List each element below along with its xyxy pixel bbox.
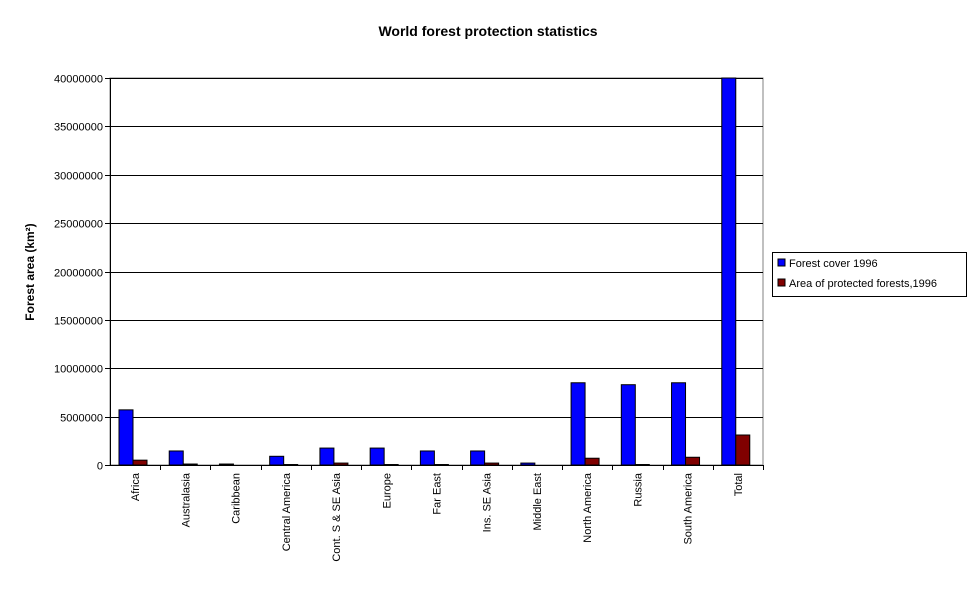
bar-protected-area <box>132 459 148 466</box>
bar-forest-cover <box>168 450 184 466</box>
legend-label: Area of protected forests,1996 <box>789 278 937 290</box>
x-tick-label: Total <box>733 473 745 496</box>
y-tick-label: 10000000 <box>54 364 103 376</box>
y-axis-label: Forest area (km²) <box>23 223 37 320</box>
x-tick-label: Middle East <box>532 473 544 530</box>
x-tick-label: Ins. SE Asia <box>482 472 494 532</box>
legend-box <box>772 252 967 297</box>
x-tick-label: Far East <box>432 473 444 515</box>
bar-forest-cover <box>671 382 687 466</box>
x-tick-label: Russia <box>632 472 644 507</box>
bar-forest-cover <box>369 447 385 466</box>
bar-protected-area <box>584 457 600 466</box>
bar-protected-area <box>182 463 198 466</box>
x-tick-label: Africa <box>130 472 142 501</box>
bar-forest-cover <box>218 463 234 466</box>
legend-label: Forest cover 1996 <box>789 258 878 270</box>
bar-forest-cover <box>269 455 285 466</box>
y-tick-label: 5000000 <box>60 413 103 425</box>
bar-forest-cover <box>520 462 536 466</box>
y-tick-label: 25000000 <box>54 219 103 231</box>
legend-swatch <box>777 278 786 287</box>
y-tick-label: 0 <box>97 461 103 473</box>
legend-swatch <box>777 258 786 267</box>
x-tick-label: Cont. S & SE Asia <box>331 472 343 562</box>
y-tick-label: 40000000 <box>54 74 103 86</box>
x-tick-label: South America <box>683 472 695 544</box>
chart-title: World forest protection statistics <box>378 23 597 39</box>
x-tick-label: Europe <box>381 473 393 508</box>
bar-forest-cover <box>319 447 335 466</box>
bar-protected-area <box>484 462 500 466</box>
bar-protected-area <box>735 434 751 466</box>
x-tick-label: Caribbean <box>231 473 243 524</box>
bar-protected-area <box>333 462 349 466</box>
bar-forest-cover <box>620 384 636 466</box>
plot-area <box>109 77 764 466</box>
bar-forest-cover <box>470 450 486 466</box>
y-tick-label: 20000000 <box>54 268 103 280</box>
legend: Forest cover 1996 Area of protected fores… <box>772 252 967 297</box>
bar-forest-cover <box>118 409 134 466</box>
bar-protected-area <box>685 456 701 466</box>
y-tick-label: 15000000 <box>54 316 103 328</box>
y-tick-label: 30000000 <box>54 171 103 183</box>
y-tick-label: 35000000 <box>54 122 103 134</box>
x-tick-label: Australasia <box>180 472 192 527</box>
bar-forest-cover <box>419 450 435 466</box>
bar-forest-cover <box>721 77 737 466</box>
bar-forest-cover <box>570 382 586 466</box>
x-tick-label: North America <box>582 472 594 543</box>
x-tick-label: Central America <box>281 472 293 551</box>
